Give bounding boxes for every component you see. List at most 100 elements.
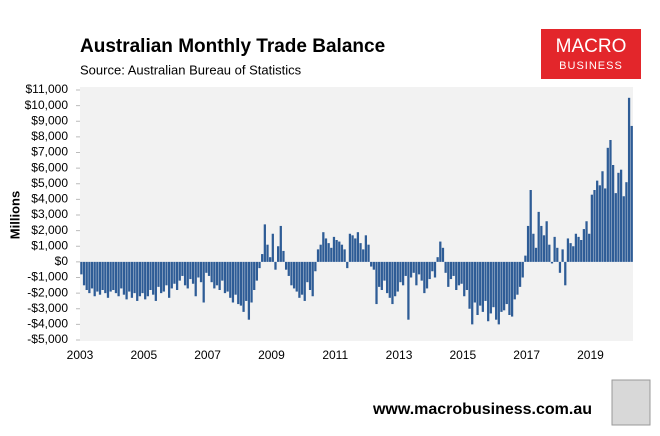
bar [399,261,402,283]
bar [370,261,373,267]
bar [436,257,439,262]
bar [505,261,508,305]
y-tick-label: $4,000 [31,192,68,206]
bar [210,261,213,283]
bar [495,261,498,320]
bar [412,261,415,273]
y-tick-label: $3,000 [31,207,68,221]
bar [481,261,484,312]
bar [561,249,564,262]
bar [314,261,317,272]
plot-background [80,87,633,341]
bar [425,261,429,289]
bar [271,233,274,262]
bar [497,261,500,325]
bar [518,261,522,287]
bar [593,190,596,262]
bar [205,261,208,273]
bar [428,261,431,280]
bar [175,261,179,290]
bar [168,261,171,298]
y-tick-label: -$4,000 [27,317,68,331]
bar [229,261,232,298]
bar [404,261,407,276]
bar [476,261,479,315]
bar [327,243,330,262]
bar [380,261,383,290]
bar [316,249,320,262]
bar [242,261,245,312]
bar [266,244,269,262]
bar [255,261,258,281]
bar [516,261,519,295]
bar [604,188,607,262]
bar [364,235,368,262]
logo-text: BUSINESS [559,60,623,72]
bar [489,261,492,314]
bar [165,261,168,286]
bar [601,171,604,262]
bar [298,261,301,298]
y-tick-label: $9,000 [31,113,68,127]
bar [215,261,219,286]
y-tick-label: $10,000 [25,98,69,112]
bar [80,261,83,275]
bar [534,247,538,262]
bar [617,172,620,262]
bar [141,261,144,294]
bar [354,238,357,262]
bar [237,261,240,305]
bar [340,244,344,262]
x-tick-label: 2013 [386,348,413,362]
y-tick-label: $11,000 [26,82,69,96]
bar [338,241,341,262]
bar [130,261,134,298]
bar [487,261,490,322]
bar [553,236,556,262]
y-tick-label: -$3,000 [27,301,68,315]
bar [90,261,94,289]
bar [138,261,142,297]
bar [247,261,251,320]
bar [269,257,272,262]
bar [409,261,413,278]
bar [250,261,253,303]
bar [199,261,203,283]
x-tick-label: 2015 [449,348,476,362]
bar [82,261,86,286]
bar [322,232,325,262]
bar [359,243,362,262]
bar [542,235,546,262]
bar [157,261,160,287]
bar [582,229,586,262]
chart-title: Australian Monthly Trade Balance [80,36,385,57]
bar [473,261,477,303]
bar [178,261,181,281]
bar [292,261,296,289]
y-tick-label: -$2,000 [27,285,68,299]
y-tick-label: $5,000 [31,176,68,190]
bar [284,261,288,270]
bar [125,261,128,300]
bar [160,261,163,294]
y-tick-label: $8,000 [31,129,68,143]
bar [386,261,389,294]
bar [144,261,147,300]
y-tick-label: -$5,000 [27,332,68,346]
bar [484,261,487,301]
bar [128,261,131,292]
bar [181,261,184,276]
bar [335,240,338,262]
bar [556,247,559,262]
bar [513,261,516,300]
bar [319,244,322,262]
bar [537,211,540,262]
bar [401,261,405,286]
bar [303,261,306,301]
bar [580,240,583,262]
bar [479,261,482,306]
bar [136,261,139,301]
bar [295,261,298,292]
bar [239,261,243,306]
bar [558,261,562,273]
